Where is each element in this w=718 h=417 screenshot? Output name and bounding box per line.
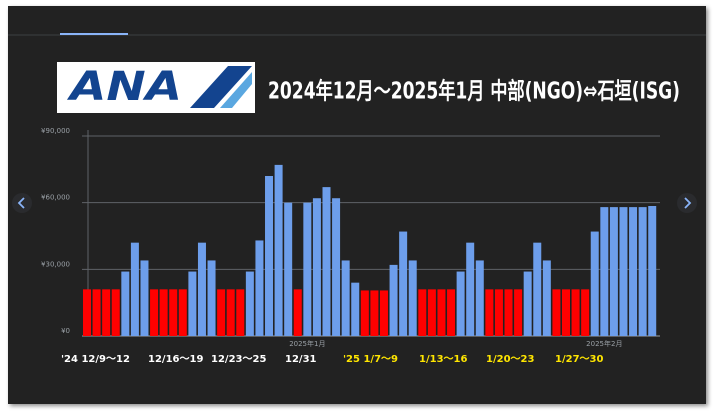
bar xyxy=(332,198,341,336)
nav-prev[interactable] xyxy=(12,193,32,213)
logo-stripe xyxy=(220,72,252,108)
bar xyxy=(83,289,91,336)
bar xyxy=(418,289,427,336)
annotation: '24 12/9〜12 xyxy=(61,354,130,365)
bar xyxy=(312,198,321,336)
plot: ¥0 ¥30,000 ¥60,000 ¥90,000 2025年1月 2025年2月 '24… xyxy=(41,127,660,365)
bar xyxy=(169,289,178,336)
bar xyxy=(150,289,159,336)
bar xyxy=(609,207,618,336)
bar xyxy=(274,164,283,336)
bar xyxy=(571,289,580,336)
bar xyxy=(437,289,446,336)
logo-stripe xyxy=(190,66,252,108)
bar xyxy=(284,202,293,336)
bar xyxy=(408,260,417,336)
bar xyxy=(456,271,465,336)
annotation: 1/13〜16 xyxy=(419,354,467,365)
bar xyxy=(590,231,599,336)
bar xyxy=(102,289,111,336)
bar xyxy=(514,289,523,336)
bar xyxy=(562,289,570,336)
bar xyxy=(255,240,264,336)
bar xyxy=(178,289,187,336)
annotation: 1/20〜23 xyxy=(486,354,534,365)
bar xyxy=(226,289,235,336)
bar xyxy=(130,242,139,336)
bar xyxy=(351,282,360,336)
bar xyxy=(303,202,312,336)
bar xyxy=(475,260,484,336)
bar xyxy=(111,289,120,336)
title: 2024年12月〜2025年1月 中部(NGO)⇔石垣(ISG) xyxy=(268,78,680,105)
nav-prev-icon xyxy=(17,197,25,209)
bar xyxy=(236,289,245,336)
bar xyxy=(370,290,379,336)
bar xyxy=(648,206,657,336)
bar xyxy=(121,271,130,336)
bar xyxy=(92,289,101,336)
bar xyxy=(523,271,532,336)
bar xyxy=(399,231,408,336)
bar xyxy=(188,271,197,336)
bar xyxy=(360,290,369,336)
bar xyxy=(542,260,551,336)
bar xyxy=(552,289,561,336)
bar xyxy=(140,260,149,336)
bar xyxy=(197,242,206,336)
nav-next[interactable] xyxy=(677,193,697,213)
bar xyxy=(600,207,609,336)
bar xyxy=(217,289,226,336)
bar xyxy=(207,260,216,336)
bar xyxy=(427,289,436,336)
bar xyxy=(466,242,475,336)
bar xyxy=(629,207,638,336)
bar xyxy=(159,289,168,336)
bar xyxy=(638,207,647,336)
bar xyxy=(447,289,456,336)
x-tick-label: 2025年1月 xyxy=(289,339,325,348)
nav-next-icon xyxy=(684,197,692,209)
annotation: 12/16〜19 xyxy=(148,354,203,365)
y-tick-label: ¥30,000 xyxy=(41,260,70,268)
y-tick-label: ¥0 xyxy=(61,327,70,335)
annotation: 1/27〜30 xyxy=(555,354,603,365)
bar xyxy=(341,260,350,336)
bar xyxy=(245,271,254,336)
bar xyxy=(494,289,503,336)
annotation: '25 1/7〜9 xyxy=(343,354,398,365)
bar xyxy=(619,207,628,336)
bar xyxy=(379,290,388,336)
bar xyxy=(504,289,513,336)
bar xyxy=(322,187,331,336)
bar xyxy=(293,289,302,336)
logo: ANA xyxy=(66,64,182,110)
annotation: 12/23〜25 xyxy=(211,354,266,365)
bar xyxy=(533,242,542,336)
bar xyxy=(265,176,274,336)
y-tick-label: ¥60,000 xyxy=(41,194,70,202)
y-tick-label: ¥90,000 xyxy=(41,127,70,135)
bar xyxy=(581,289,590,336)
bar xyxy=(485,289,494,336)
bar xyxy=(389,264,398,336)
annotation: 12/31 xyxy=(285,354,317,365)
x-tick-label: 2025年2月 xyxy=(586,339,622,348)
